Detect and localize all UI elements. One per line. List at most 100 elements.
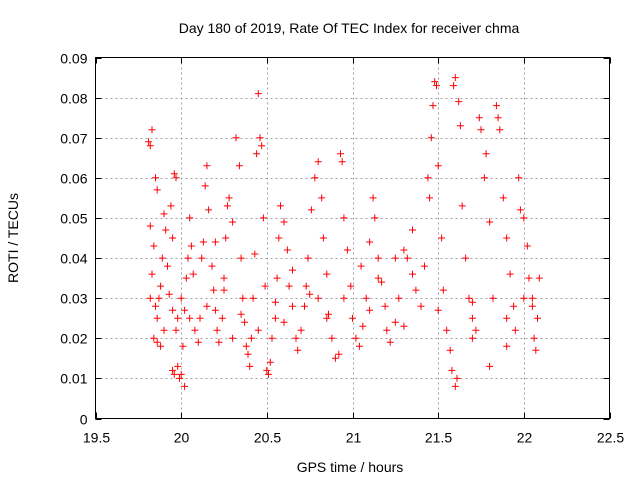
x-axis-label: GPS time / hours [297, 459, 404, 475]
data-point [165, 290, 173, 298]
data-point [229, 218, 237, 226]
data-point [472, 326, 480, 334]
data-point [176, 374, 183, 382]
data-point [480, 174, 488, 182]
plot-frame [95, 57, 610, 419]
data-point [174, 362, 182, 370]
data-point [486, 362, 494, 370]
data-point [186, 214, 194, 222]
data-point [150, 242, 158, 250]
data-point [169, 306, 177, 314]
data-point [496, 126, 504, 134]
data-point [251, 250, 259, 258]
data-point [268, 334, 276, 342]
y-tick-label: 0.06 [60, 171, 87, 187]
data-point [164, 262, 171, 270]
data-point [181, 382, 189, 390]
data-point [285, 282, 293, 290]
data-point [205, 206, 213, 214]
data-point [328, 334, 336, 342]
data-point [265, 370, 272, 378]
data-point [201, 182, 209, 190]
data-point [431, 78, 439, 86]
data-point [427, 134, 435, 142]
data-point [162, 226, 170, 234]
data-point [242, 342, 250, 350]
data-point [169, 366, 177, 374]
data-point [225, 194, 233, 202]
data-point [177, 294, 185, 302]
data-point [181, 306, 189, 314]
data-point [520, 294, 528, 302]
data-point [220, 286, 228, 294]
y-axis-label: ROTI / TECUs [5, 193, 21, 283]
data-point [146, 222, 154, 230]
data-point [366, 238, 374, 246]
data-point [203, 162, 211, 170]
data-point [349, 314, 356, 322]
data-point [499, 194, 507, 202]
data-point [456, 122, 464, 130]
data-point [160, 326, 168, 334]
data-point [438, 234, 446, 242]
data-point [434, 162, 442, 170]
data-point [352, 334, 360, 342]
data-point [145, 138, 153, 146]
data-point [439, 286, 447, 294]
data-point [280, 218, 288, 226]
data-point [307, 206, 315, 214]
data-point [152, 302, 159, 310]
data-point [256, 134, 264, 142]
data-point [357, 262, 365, 270]
data-point [338, 158, 346, 166]
data-point [494, 114, 502, 122]
data-point [220, 274, 228, 282]
data-point [153, 186, 161, 194]
data-point [170, 370, 178, 378]
data-point [289, 266, 296, 274]
data-point [400, 322, 408, 330]
data-point [489, 294, 497, 302]
x-tick-label: 22.5 [597, 430, 624, 446]
data-point [506, 270, 514, 278]
data-point [516, 206, 524, 214]
data-point [492, 102, 500, 110]
data-point [455, 98, 463, 106]
data-point [535, 274, 543, 282]
data-point [458, 202, 466, 210]
data-point [468, 334, 476, 342]
data-point [528, 294, 536, 302]
ticks-layer: 0 0.01 0.02 0.03 0.04 0.05 0.06 0.07 0.08 0.09 19.… [60, 51, 624, 446]
data-point [453, 374, 461, 382]
data-point [211, 306, 219, 314]
data-point [468, 314, 476, 322]
data-point [347, 282, 355, 290]
data-point [503, 342, 511, 350]
data-point [335, 350, 343, 358]
x-tick-label: 19.5 [83, 430, 110, 446]
data-point [210, 286, 218, 294]
data-point [273, 274, 281, 282]
data-point [182, 274, 190, 282]
y-tick-label: 0.09 [60, 51, 87, 67]
data-point [362, 294, 370, 302]
data-point [254, 90, 262, 98]
y-tick-label: 0.04 [60, 251, 87, 267]
data-point [371, 214, 379, 222]
data-point [237, 254, 245, 262]
data-point [429, 102, 437, 110]
data-point [292, 334, 300, 342]
data-point [302, 282, 310, 290]
y-tick-label: 0.01 [60, 371, 87, 387]
data-point [323, 314, 331, 322]
data-point [528, 302, 536, 310]
data-point [400, 246, 408, 254]
data-point [443, 326, 451, 334]
data-point [374, 274, 382, 282]
y-tick-label: 0 [80, 412, 88, 428]
data-point [311, 174, 319, 182]
data-point [152, 174, 159, 182]
data-point [369, 194, 377, 202]
data-point [247, 334, 255, 342]
